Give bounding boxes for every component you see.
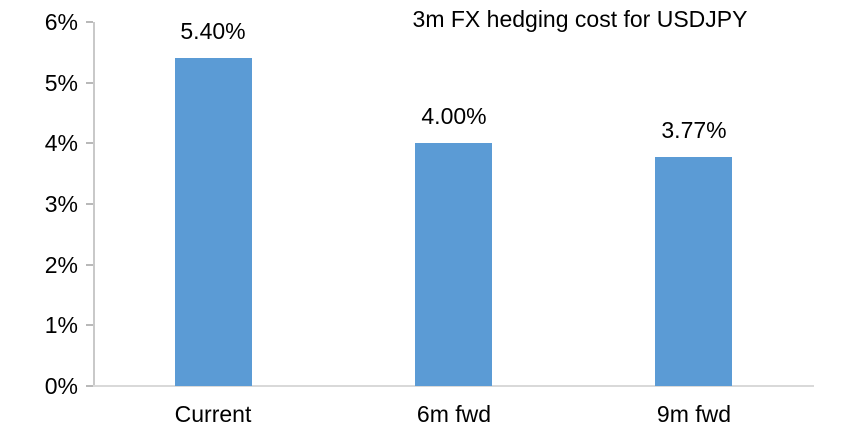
y-axis-tick bbox=[86, 82, 93, 84]
chart-title: 3m FX hedging cost for USDJPY bbox=[412, 6, 748, 32]
x-axis-category-label: 6m fwd bbox=[416, 401, 492, 427]
y-axis-tick bbox=[86, 21, 93, 23]
bar-value-label: 5.40% bbox=[180, 18, 246, 44]
y-axis-tick bbox=[86, 203, 93, 205]
y-axis-tick-label: 3% bbox=[44, 191, 78, 217]
y-axis-tick bbox=[86, 264, 93, 266]
y-axis-tick-label: 1% bbox=[44, 312, 78, 338]
bar-9m-fwd bbox=[655, 157, 732, 386]
bar-value-label: 4.00% bbox=[421, 103, 487, 129]
x-axis-line bbox=[93, 385, 814, 387]
y-axis-tick-label: 5% bbox=[44, 70, 78, 96]
y-axis-tick-label: 4% bbox=[44, 130, 78, 156]
y-axis-tick bbox=[86, 142, 93, 144]
x-axis-category-label: Current bbox=[174, 401, 252, 427]
y-axis-tick-label: 2% bbox=[44, 252, 78, 278]
x-axis-category-label: 9m fwd bbox=[656, 401, 732, 427]
y-axis-tick bbox=[86, 324, 93, 326]
bar-6m-fwd bbox=[415, 143, 492, 386]
y-axis-tick-label: 6% bbox=[44, 9, 78, 35]
y-axis-tick bbox=[86, 385, 93, 387]
bar-value-label: 3.77% bbox=[661, 117, 727, 143]
y-axis-tick-label: 0% bbox=[44, 373, 78, 399]
bar-current bbox=[175, 58, 252, 386]
y-axis-line bbox=[93, 22, 95, 387]
